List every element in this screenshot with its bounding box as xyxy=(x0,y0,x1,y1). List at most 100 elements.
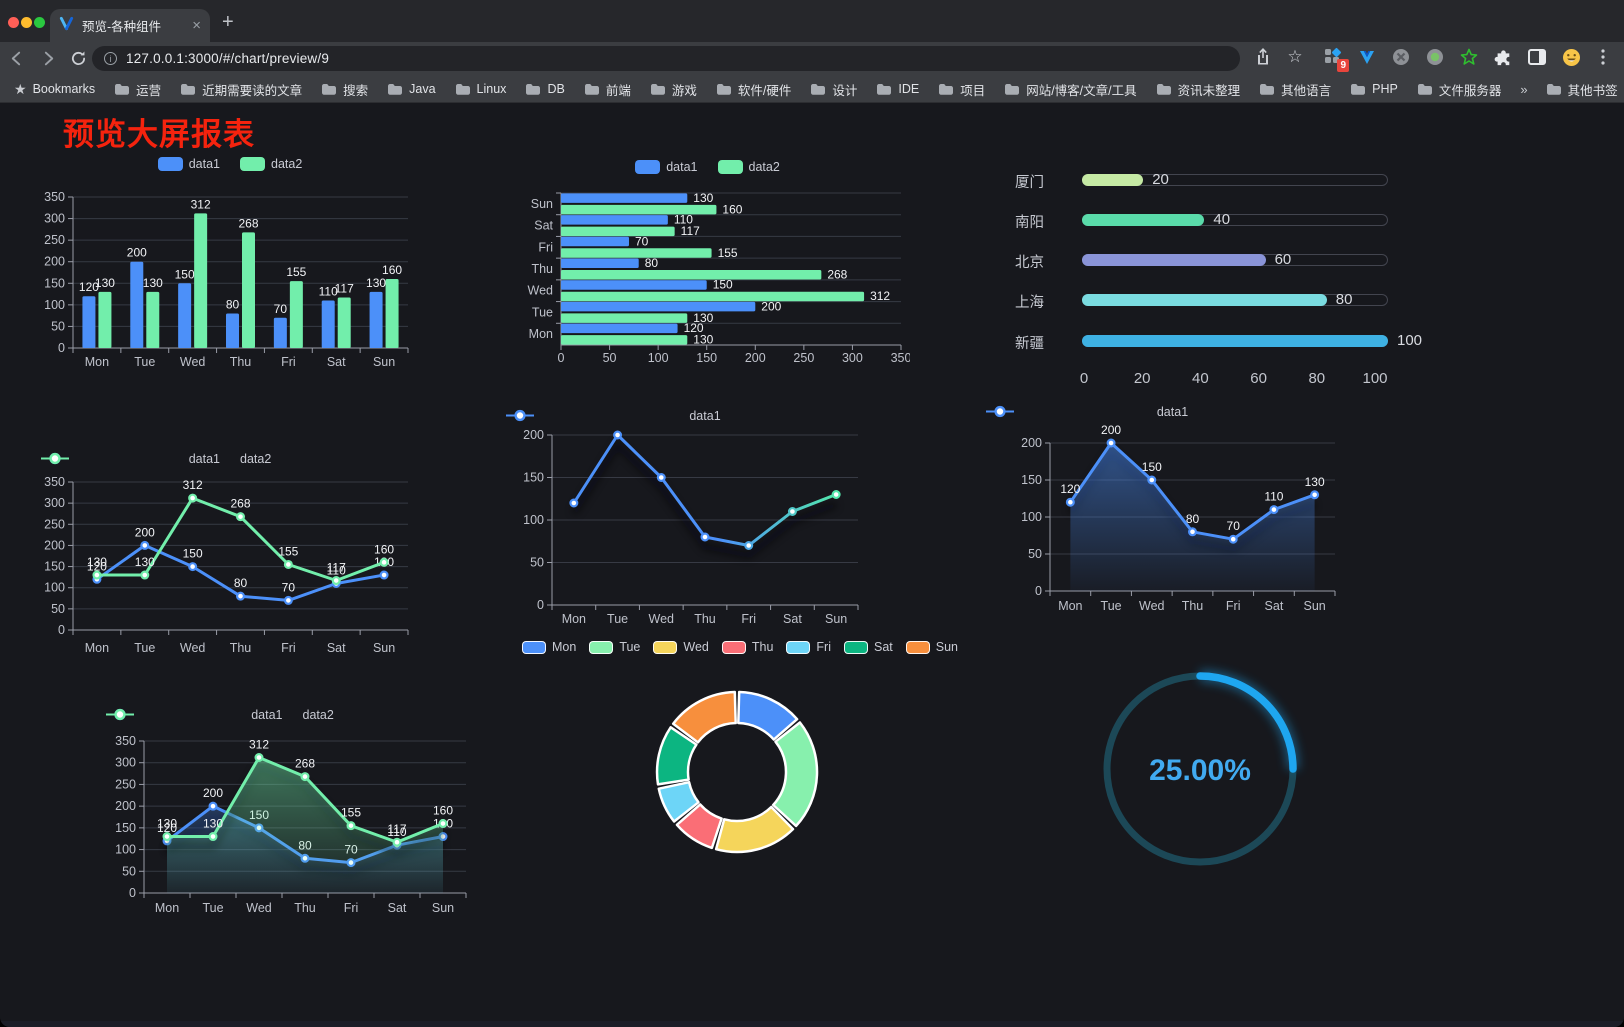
point-data2-Tue[interactable] xyxy=(208,832,218,842)
point-data1-Wed[interactable] xyxy=(656,472,666,482)
point-data2-Mon[interactable] xyxy=(162,832,172,842)
bar-data1-Fri[interactable] xyxy=(273,317,287,348)
bar-data1-Sat[interactable] xyxy=(561,215,668,225)
recorder-circle-icon[interactable] xyxy=(1424,46,1446,68)
point-data1-Wed[interactable] xyxy=(188,562,198,572)
point-data2-Sun[interactable] xyxy=(438,819,448,829)
bookmark-folder-IDE[interactable]: IDE xyxy=(876,82,919,96)
bar-data1-Sat[interactable] xyxy=(321,300,335,348)
point-data1-Sun[interactable] xyxy=(1310,490,1320,500)
bookmark-folder-设计[interactable]: 设计 xyxy=(810,80,857,99)
menu-kebab-icon[interactable] xyxy=(1592,46,1614,68)
progress-bar-厦门[interactable] xyxy=(1082,174,1144,186)
point-data1-Fri[interactable] xyxy=(1228,534,1238,544)
legend-item-Fri[interactable]: Fri xyxy=(786,640,831,654)
bookmark-folder-软件/硬件[interactable]: 软件/硬件 xyxy=(716,80,791,99)
bar-data1-Tue[interactable] xyxy=(561,301,756,312)
legend-item-Tue[interactable]: Tue xyxy=(589,640,640,654)
bar-data1-Mon[interactable] xyxy=(561,323,678,334)
pie-slice-Sat[interactable] xyxy=(655,726,698,786)
point-data1-Sun[interactable] xyxy=(379,570,389,580)
bar-data2-Fri[interactable] xyxy=(289,281,303,348)
bar-data1-Sun[interactable] xyxy=(561,193,688,203)
legend-item-data2[interactable]: data2 xyxy=(717,160,780,174)
legend-item-Mon[interactable]: Mon xyxy=(521,640,576,654)
point-data1-Sat[interactable] xyxy=(1269,505,1279,515)
bar-data2-Thu[interactable] xyxy=(561,270,822,280)
bookmark-folder-文件服务器[interactable]: 文件服务器 xyxy=(1417,80,1501,99)
legend-item-data2[interactable]: data2 xyxy=(41,452,271,466)
legend-item-data1[interactable]: data1 xyxy=(635,160,698,174)
progress-bar-上海[interactable] xyxy=(1082,294,1327,306)
point-data1-Tue[interactable] xyxy=(208,801,218,811)
emoji-face-icon[interactable] xyxy=(1560,46,1582,68)
bookmarks-overflow-button[interactable]: » xyxy=(1520,81,1528,97)
bar-data2-Wed[interactable] xyxy=(194,213,208,348)
point-data1-Wed[interactable] xyxy=(1147,475,1157,485)
puzzle-icon[interactable] xyxy=(1492,46,1514,68)
other-bookmarks-folder[interactable]: 其他书签 xyxy=(1546,80,1618,99)
pie-slice-Wed[interactable] xyxy=(714,805,795,854)
bookmark-folder-Java[interactable]: Java xyxy=(387,82,436,96)
point-data1-Sun[interactable] xyxy=(831,489,841,499)
browser-tab[interactable]: 预览-各种组件 × xyxy=(50,9,210,42)
legend-item-Sat[interactable]: Sat xyxy=(844,640,893,654)
reload-button[interactable] xyxy=(70,50,90,68)
legend-item-data1[interactable]: data1 xyxy=(986,405,1188,419)
point-data2-Fri[interactable] xyxy=(346,821,356,831)
pie-slice-Fri[interactable] xyxy=(657,780,700,823)
bar-data1-Sun[interactable] xyxy=(369,291,383,348)
bar-data2-Tue[interactable] xyxy=(146,291,160,348)
point-data1-Tue[interactable] xyxy=(613,430,623,440)
point-data2-Sat[interactable] xyxy=(331,576,341,586)
point-data2-Wed[interactable] xyxy=(188,493,198,503)
point-data2-Thu[interactable] xyxy=(236,512,246,522)
bookmark-folder-资讯未整理[interactable]: 资讯未整理 xyxy=(1156,80,1240,99)
bookmark-folder-网站/博客/文章/工具[interactable]: 网站/博客/文章/工具 xyxy=(1004,80,1137,99)
legend-item-data1[interactable]: data1 xyxy=(506,409,721,423)
bookmark-folder-DB[interactable]: DB xyxy=(525,82,565,96)
point-data1-Mon[interactable] xyxy=(1065,497,1075,507)
apps-grid-icon[interactable]: 9 xyxy=(1322,46,1349,72)
sidebar-icon[interactable] xyxy=(1526,46,1548,68)
point-data2-Tue[interactable] xyxy=(140,570,150,580)
pie-slice-Mon[interactable] xyxy=(737,690,799,741)
point-data1-Fri[interactable] xyxy=(283,595,293,605)
bar-data2-Sat[interactable] xyxy=(337,297,351,348)
point-data1-Mon[interactable] xyxy=(569,498,579,508)
point-data2-Fri[interactable] xyxy=(283,559,293,569)
point-data1-Thu[interactable] xyxy=(700,532,710,542)
bar-data1-Mon[interactable] xyxy=(82,296,96,348)
point-data1-Tue[interactable] xyxy=(140,540,150,550)
legend-item-Wed[interactable]: Wed xyxy=(653,640,709,654)
bookmark-folder-Linux[interactable]: Linux xyxy=(455,82,506,96)
bar-data2-Wed[interactable] xyxy=(561,291,865,302)
back-button[interactable] xyxy=(8,50,28,68)
legend-item-data1[interactable]: data1 xyxy=(157,157,220,171)
bar-data1-Wed[interactable] xyxy=(561,280,707,290)
bar-data2-Tue[interactable] xyxy=(561,313,688,323)
green-star-icon[interactable] xyxy=(1458,46,1480,68)
bookmark-folder-其他语言[interactable]: 其他语言 xyxy=(1259,80,1331,99)
new-tab-button[interactable]: + xyxy=(222,11,234,33)
bookmark-star-icon[interactable]: ☆ xyxy=(1287,47,1303,66)
bar-data1-Thu[interactable] xyxy=(226,313,239,348)
bar-data1-Fri[interactable] xyxy=(561,236,629,247)
share-icon[interactable] xyxy=(1252,46,1274,68)
legend-item-Thu[interactable]: Thu xyxy=(721,640,773,654)
point-data2-Mon[interactable] xyxy=(92,570,102,580)
bookmark-folder-运营[interactable]: 运营 xyxy=(114,80,161,99)
pie-slice-Thu[interactable] xyxy=(675,803,723,850)
forward-button[interactable] xyxy=(40,50,60,68)
progress-bar-北京[interactable] xyxy=(1082,254,1266,266)
progress-bar-新疆[interactable] xyxy=(1082,335,1388,347)
legend-item-data2[interactable]: data2 xyxy=(240,157,302,171)
bookmark-folder-近期需要读的文章[interactable]: 近期需要读的文章 xyxy=(180,80,302,99)
bar-data2-Mon[interactable] xyxy=(561,335,688,345)
vue-devtools-icon[interactable] xyxy=(1356,46,1378,68)
point-data1-Thu[interactable] xyxy=(1188,527,1198,537)
bar-data2-Sun[interactable] xyxy=(561,204,717,215)
point-data1-Fri[interactable] xyxy=(744,541,754,551)
bar-data2-Sun[interactable] xyxy=(385,278,399,348)
legend-item-data2[interactable]: data2 xyxy=(106,708,334,722)
